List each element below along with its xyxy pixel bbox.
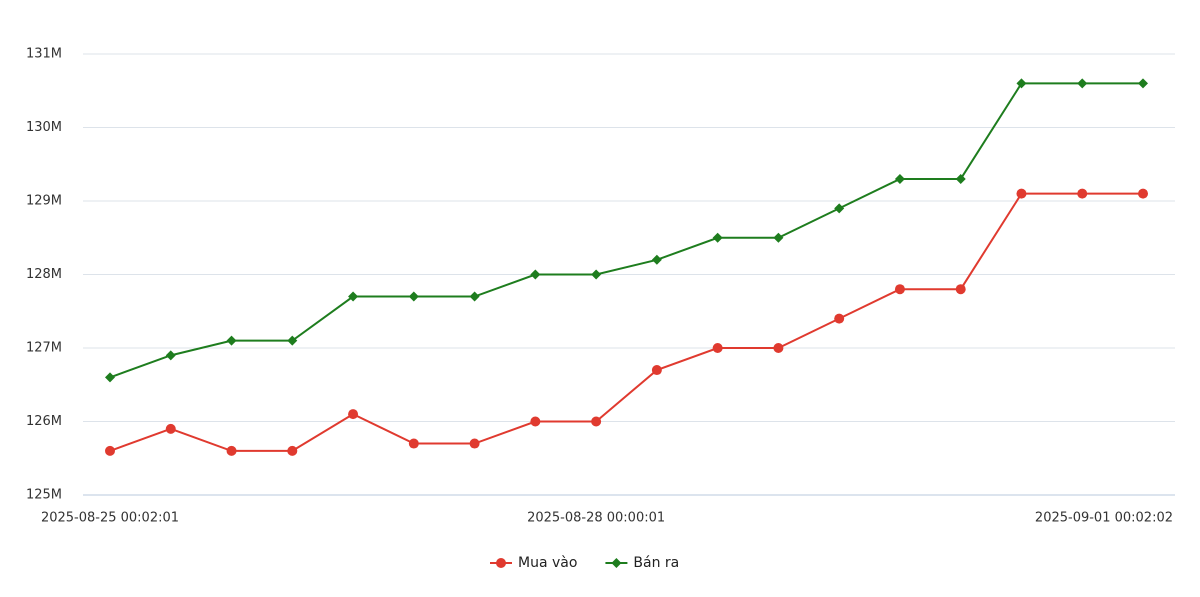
point [834, 313, 845, 324]
y-tick-label: 125M [26, 488, 62, 503]
point [651, 365, 662, 376]
point [773, 232, 784, 243]
point [226, 445, 237, 456]
point [408, 291, 419, 302]
y-tick-label: 128M [26, 267, 62, 282]
point [469, 291, 480, 302]
point [287, 335, 298, 346]
legend-marker [496, 558, 506, 568]
point [348, 409, 359, 420]
point [834, 203, 845, 214]
series-line [109, 192, 1143, 452]
y-tick-label: 130M [26, 120, 62, 135]
x-tick-label: 2025-09-01 00:02:02 [1035, 511, 1173, 526]
point [226, 335, 237, 346]
point [1138, 78, 1148, 89]
point [1077, 78, 1088, 89]
point [1077, 188, 1088, 199]
point [1138, 188, 1148, 199]
point [712, 232, 723, 243]
y-tick-label: 127M [26, 341, 62, 356]
point [591, 416, 602, 427]
y-tick-label: 129M [26, 194, 62, 209]
point [894, 284, 905, 295]
point [773, 343, 784, 353]
point [287, 445, 298, 456]
point [348, 291, 359, 302]
legend: Mua vào Bán ra [490, 555, 679, 571]
x-tick-label: 2025-08-28 00:00:01 [527, 511, 665, 526]
point [955, 173, 966, 184]
legend-marker [611, 558, 622, 568]
point [1016, 188, 1027, 199]
x-tick-label: 2025-08-25 00:02:01 [41, 511, 179, 526]
legend-label[interactable]: Mua vào [518, 555, 577, 571]
point [651, 254, 662, 265]
y-tick-label: 126M [26, 414, 62, 429]
point [712, 343, 723, 353]
point [408, 438, 419, 449]
point [1016, 78, 1027, 89]
point [530, 269, 541, 280]
point [165, 423, 176, 434]
point [591, 269, 602, 280]
point [955, 284, 966, 295]
point [105, 445, 115, 456]
point [165, 350, 176, 361]
legend-label[interactable]: Bán ra [633, 555, 679, 571]
series-line [109, 82, 1143, 379]
point [894, 173, 905, 184]
point [105, 372, 115, 383]
point [530, 416, 541, 427]
point [469, 438, 480, 449]
y-tick-label: 131M [26, 47, 62, 62]
